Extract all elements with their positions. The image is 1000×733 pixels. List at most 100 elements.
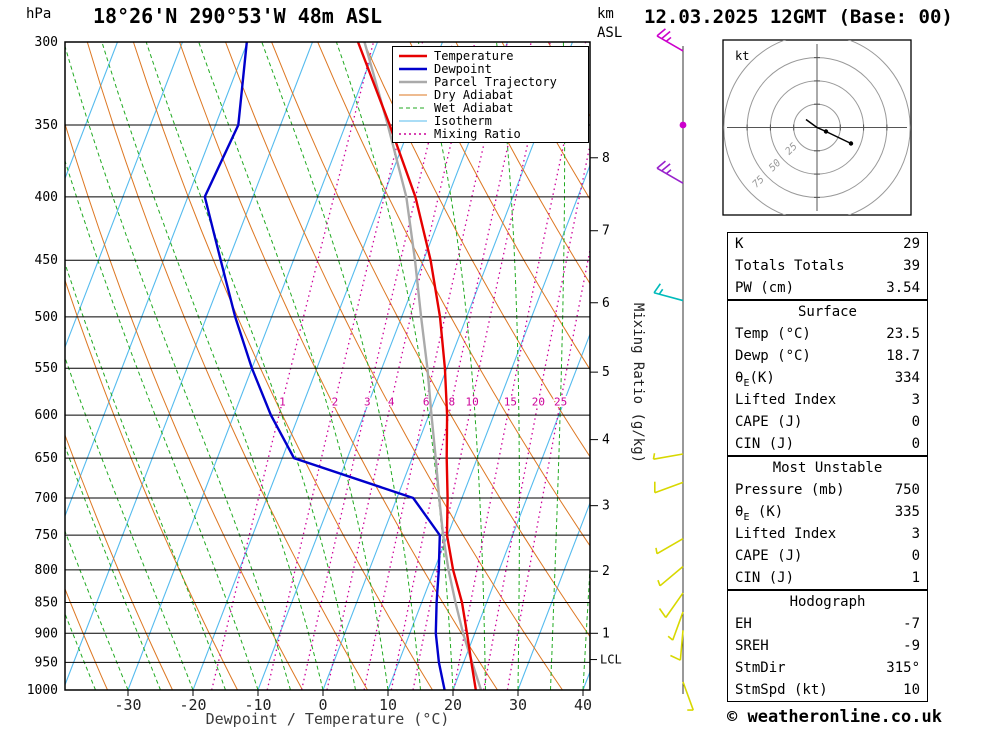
stat-row: CAPE (J) 0	[728, 545, 927, 567]
stat-row: CIN (J) 0	[728, 433, 927, 455]
stat-value: 0	[911, 414, 920, 430]
stat-label: K	[735, 236, 744, 252]
stat-value: 1	[911, 570, 920, 586]
datetime-label: 12.03.2025 12GMT (Base: 00)	[644, 6, 953, 28]
mixing-ratio-labels: 1 2 3 4 6 8 10 15 20 25	[278, 394, 569, 410]
hodograph-trace	[805, 118, 852, 145]
stat-row: Temp (°C) 23.5	[728, 323, 927, 345]
pressure-tick-label: 900	[35, 626, 58, 641]
km-tick-label: 3	[602, 499, 610, 514]
stat-value: 334	[894, 370, 920, 386]
stat-row: K 29	[728, 233, 927, 255]
table-title: Most Unstable	[772, 460, 883, 476]
stat-row: Lifted Index 3	[728, 523, 927, 545]
lcl-label: LCL	[600, 653, 622, 667]
legend-label: Parcel Trajectory	[434, 74, 557, 89]
legend-item: Mixing Ratio	[398, 126, 588, 141]
table-indices: K 29 Totals Totals 39 PW (cm) 3.54	[727, 232, 928, 300]
legend-item: Isotherm	[398, 114, 588, 128]
stat-row: Lifted Index 3	[728, 389, 927, 411]
stat-label: θE(K)	[735, 370, 775, 389]
stat-label: StmSpd (kt)	[735, 682, 828, 698]
stat-label: CAPE (J)	[735, 414, 803, 430]
stat-value: 10	[903, 682, 920, 698]
legend-label: Mixing Ratio	[434, 126, 521, 141]
km-label: km	[597, 6, 614, 22]
stat-label: Dewp (°C)	[735, 348, 811, 364]
isotherm-lines	[65, 42, 590, 690]
legend-item: Wet Adiabat	[398, 100, 588, 115]
legend-item: Dewpoint	[398, 62, 588, 76]
wind-barbs	[652, 28, 695, 711]
stat-value: 0	[911, 548, 920, 564]
stat-row: PW (cm) 3.54	[728, 277, 927, 299]
stat-row: CAPE (J) 0	[728, 411, 927, 433]
temperature-line	[356, 42, 477, 690]
legend-swatch-parcel-trajectory	[399, 80, 427, 83]
stat-value: -7	[903, 616, 920, 632]
temp-tick-label: 10	[379, 696, 397, 714]
km-tick-label: 2	[602, 564, 610, 579]
chart-legend: Temperature Dewpoint Parcel Trajectory Dry …	[392, 46, 589, 143]
pressure-tick-label: 650	[35, 451, 58, 466]
stat-value: 3.54	[886, 280, 920, 296]
wind-level-dot	[679, 121, 687, 129]
stat-value: 750	[894, 482, 920, 498]
stat-value: 335	[894, 504, 920, 520]
stat-row: StmDir 315°	[728, 657, 927, 679]
pressure-tick-label: 350	[35, 118, 58, 133]
stat-label: θE (K)	[735, 504, 784, 523]
table-surface: Surface Temp (°C) 23.5 Dewp (°C) 18.7 θE(K) 33…	[727, 300, 928, 456]
stat-value: 39	[903, 258, 920, 274]
stat-label: CIN (J)	[735, 570, 795, 586]
stat-value: 0	[911, 436, 920, 452]
stat-label: Temp (°C)	[735, 326, 811, 342]
km-axis: 1 2 3 4 5 6 7 8 LCL Mixing Ratio (g/kg)	[590, 151, 646, 667]
temp-tick-label: -30	[114, 696, 141, 714]
legend-item: Parcel Trajectory	[398, 74, 588, 89]
stat-row: Pressure (mb) 750	[728, 479, 927, 501]
stat-label: PW (cm)	[735, 280, 795, 296]
copyright: © weatheronline.co.uk	[727, 707, 942, 727]
stat-label: EH	[735, 616, 752, 632]
stat-row: SREH -9	[728, 635, 927, 657]
km-tick-label: 1	[602, 626, 610, 641]
svg-text:4: 4	[388, 395, 395, 408]
stat-row: EH -7	[728, 613, 927, 635]
dewpoint-line	[203, 42, 446, 690]
pressure-tick-label: 550	[35, 361, 58, 376]
legend-label: Wet Adiabat	[434, 100, 514, 115]
km-tick-label: 8	[602, 151, 610, 166]
svg-text:8: 8	[448, 395, 455, 408]
stat-value: 3	[911, 526, 920, 542]
temp-tick-label: 20	[444, 696, 462, 714]
temp-axis: -30 -20 -10 0 10 20 30 40	[114, 690, 592, 714]
stat-row: θE (K) 335	[728, 501, 927, 523]
table-most-unstable: Most Unstable Pressure (mb) 750 θE (K) 335 Li…	[727, 456, 928, 590]
pressure-tick-label: 950	[35, 655, 58, 670]
legend-item: Dry Adiabat	[398, 88, 588, 102]
stat-row: θE(K) 334	[728, 367, 927, 389]
temp-tick-label: -10	[244, 696, 271, 714]
stat-label: StmDir	[735, 660, 786, 676]
svg-text:6: 6	[423, 395, 430, 408]
stat-label: Lifted Index	[735, 526, 837, 542]
svg-text:10: 10	[466, 395, 479, 408]
pressure-tick-label: 800	[35, 563, 58, 578]
table-title: Surface	[797, 304, 857, 320]
legend-swatch-dewpoint	[399, 67, 427, 70]
svg-text:20: 20	[532, 395, 545, 408]
pressure-tick-label: 1000	[27, 683, 58, 698]
temp-tick-label: -20	[179, 696, 206, 714]
svg-text:3: 3	[364, 395, 371, 408]
station-title: 18°26'N 290°53'W 48m ASL	[93, 4, 382, 28]
km-tick-label: 5	[602, 365, 610, 380]
legend-swatch-mixing-ratio	[399, 132, 427, 135]
stat-label: CIN (J)	[735, 436, 795, 452]
x-axis-label: Dewpoint / Temperature (°C)	[205, 710, 450, 728]
svg-text:1: 1	[279, 395, 286, 408]
sounding-profiles	[203, 42, 483, 690]
svg-text:25: 25	[554, 395, 567, 408]
pressure-tick-label: 750	[35, 528, 58, 543]
table-title: Hodograph	[789, 594, 866, 610]
